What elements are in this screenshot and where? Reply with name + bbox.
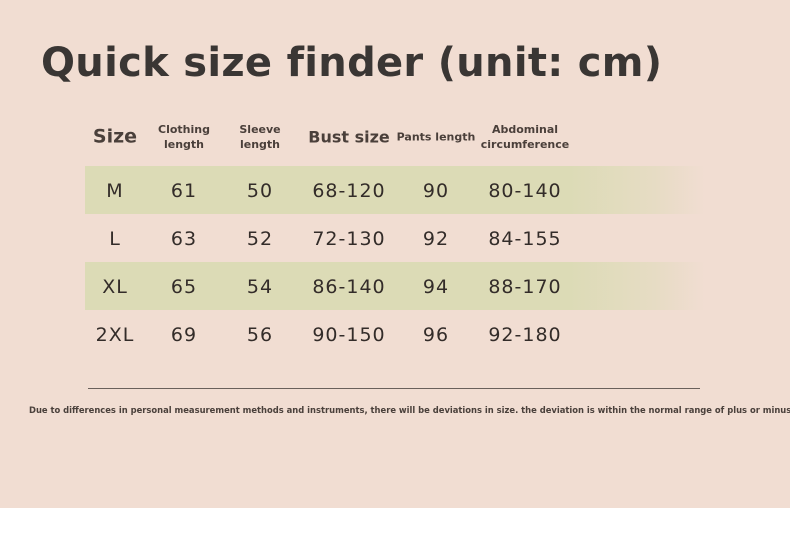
cell-abdominal-circumference: 88-170 <box>488 276 562 298</box>
row-highlight <box>85 166 705 214</box>
cell-clothing-length: 61 <box>170 180 198 202</box>
cell-bust-size: 72-130 <box>312 228 386 250</box>
cell-bust-size: 86-140 <box>312 276 386 298</box>
divider <box>88 388 700 389</box>
cell-pants-length: 96 <box>422 324 450 346</box>
cell-abdominal-circumference: 80-140 <box>488 180 562 202</box>
cell-bust-size: 90-150 <box>312 324 386 346</box>
cell-size: M <box>106 180 124 202</box>
page-title: Quick size finder (unit: cm) <box>41 40 663 86</box>
cell-sleeve-length: 50 <box>246 180 274 202</box>
row-highlight <box>85 262 705 310</box>
header-pants-length: Pants length <box>396 130 476 144</box>
cell-sleeve-length: 52 <box>246 228 274 250</box>
size-chart-panel: Quick size finder (unit: cm) Size Clothin… <box>0 0 790 508</box>
header-abdominal-circumference: Abdominal circumference <box>480 123 570 151</box>
cell-sleeve-length: 56 <box>246 324 274 346</box>
cell-clothing-length: 69 <box>170 324 198 346</box>
footnote: Due to differences in personal measureme… <box>29 405 790 415</box>
cell-abdominal-circumference: 84-155 <box>488 228 562 250</box>
cell-clothing-length: 63 <box>170 228 198 250</box>
cell-clothing-length: 65 <box>170 276 198 298</box>
cell-size: XL <box>102 276 128 298</box>
header-clothing-length: Clothing length <box>158 123 210 151</box>
header-sleeve-length: Sleeve length <box>239 123 281 151</box>
cell-pants-length: 90 <box>422 180 450 202</box>
cell-size: 2XL <box>95 324 135 346</box>
cell-pants-length: 92 <box>422 228 450 250</box>
cell-pants-length: 94 <box>422 276 450 298</box>
cell-bust-size: 68-120 <box>312 180 386 202</box>
cell-abdominal-circumference: 92-180 <box>488 324 562 346</box>
header-size: Size <box>92 125 138 148</box>
cell-size: L <box>109 228 121 250</box>
header-bust-size: Bust size <box>308 127 390 147</box>
cell-sleeve-length: 54 <box>246 276 274 298</box>
